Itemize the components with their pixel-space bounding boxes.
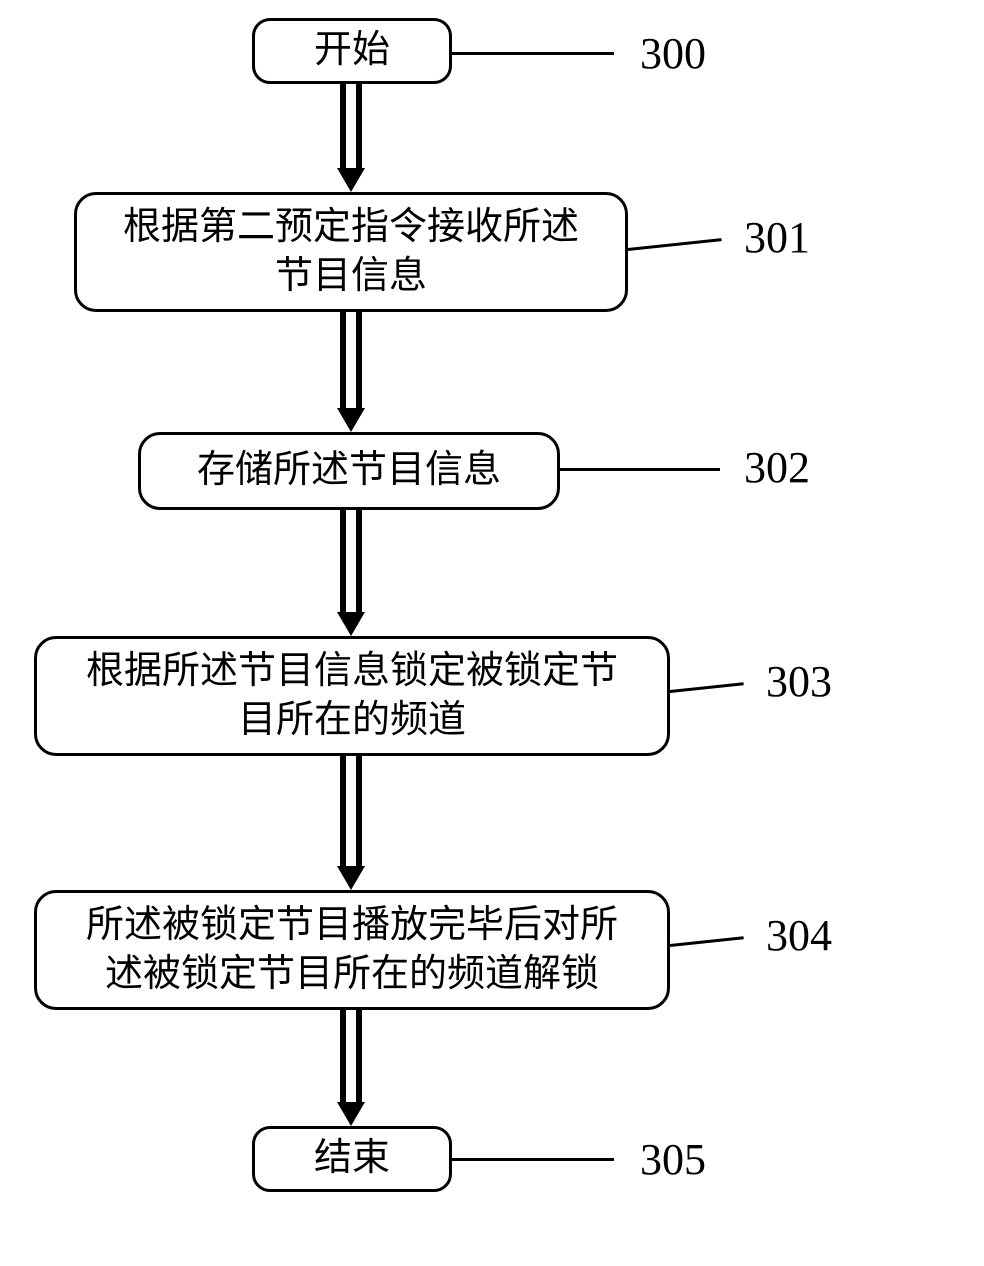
connector-302 [560,468,720,471]
label-302: 302 [744,442,810,493]
node-end: 结束 [252,1126,452,1192]
node-303-line1: 根据所述节目信息锁定被锁定节 [86,647,618,696]
node-end-text: 结束 [314,1134,390,1183]
node-303: 根据所述节目信息锁定被锁定节 目所在的频道 [34,636,670,756]
connector-303 [670,682,744,693]
node-303-line2: 目所在的频道 [86,696,618,745]
node-301-line1: 根据第二预定指令接收所述 [123,203,579,252]
connector-304 [670,936,744,947]
node-303-content: 根据所述节目信息锁定被锁定节 目所在的频道 [86,647,618,746]
arrow-3-head [337,612,365,636]
arrow-5-stem-l [340,1010,346,1102]
node-301-content: 根据第二预定指令接收所述 节目信息 [123,203,579,302]
flowchart-container: 开始 300 根据第二预定指令接收所述 节目信息 301 存储所述节目信息 30… [0,0,984,1266]
label-301: 301 [744,212,810,263]
label-300: 300 [640,28,706,79]
label-304: 304 [766,910,832,961]
label-305: 305 [640,1134,706,1185]
arrow-2-stem-r [356,312,362,408]
connector-300 [452,52,614,55]
arrow-4-head [337,866,365,890]
connector-301 [628,238,722,251]
arrow-2-stem-l [340,312,346,408]
arrow-3-stem-r [356,510,362,612]
label-303: 303 [766,656,832,707]
arrow-4-stem-r [356,756,362,866]
node-301: 根据第二预定指令接收所述 节目信息 [74,192,628,312]
arrow-5-head [337,1102,365,1126]
node-304-line2: 述被锁定节目所在的频道解锁 [86,950,618,999]
node-301-line2: 节目信息 [123,252,579,301]
node-start: 开始 [252,18,452,84]
node-304-line1: 所述被锁定节目播放完毕后对所 [86,901,618,950]
node-302-text: 存储所述节目信息 [197,446,501,495]
node-start-text: 开始 [314,26,390,75]
arrow-1-stem-l [340,84,346,168]
arrow-2-head [337,408,365,432]
arrow-4-stem-l [340,756,346,866]
node-302: 存储所述节目信息 [138,432,560,510]
arrow-3-stem-l [340,510,346,612]
arrow-5-stem-r [356,1010,362,1102]
arrow-1-head [337,168,365,192]
node-304-content: 所述被锁定节目播放完毕后对所 述被锁定节目所在的频道解锁 [86,901,618,1000]
node-304: 所述被锁定节目播放完毕后对所 述被锁定节目所在的频道解锁 [34,890,670,1010]
arrow-1-stem-r [356,84,362,168]
connector-305 [452,1158,614,1161]
